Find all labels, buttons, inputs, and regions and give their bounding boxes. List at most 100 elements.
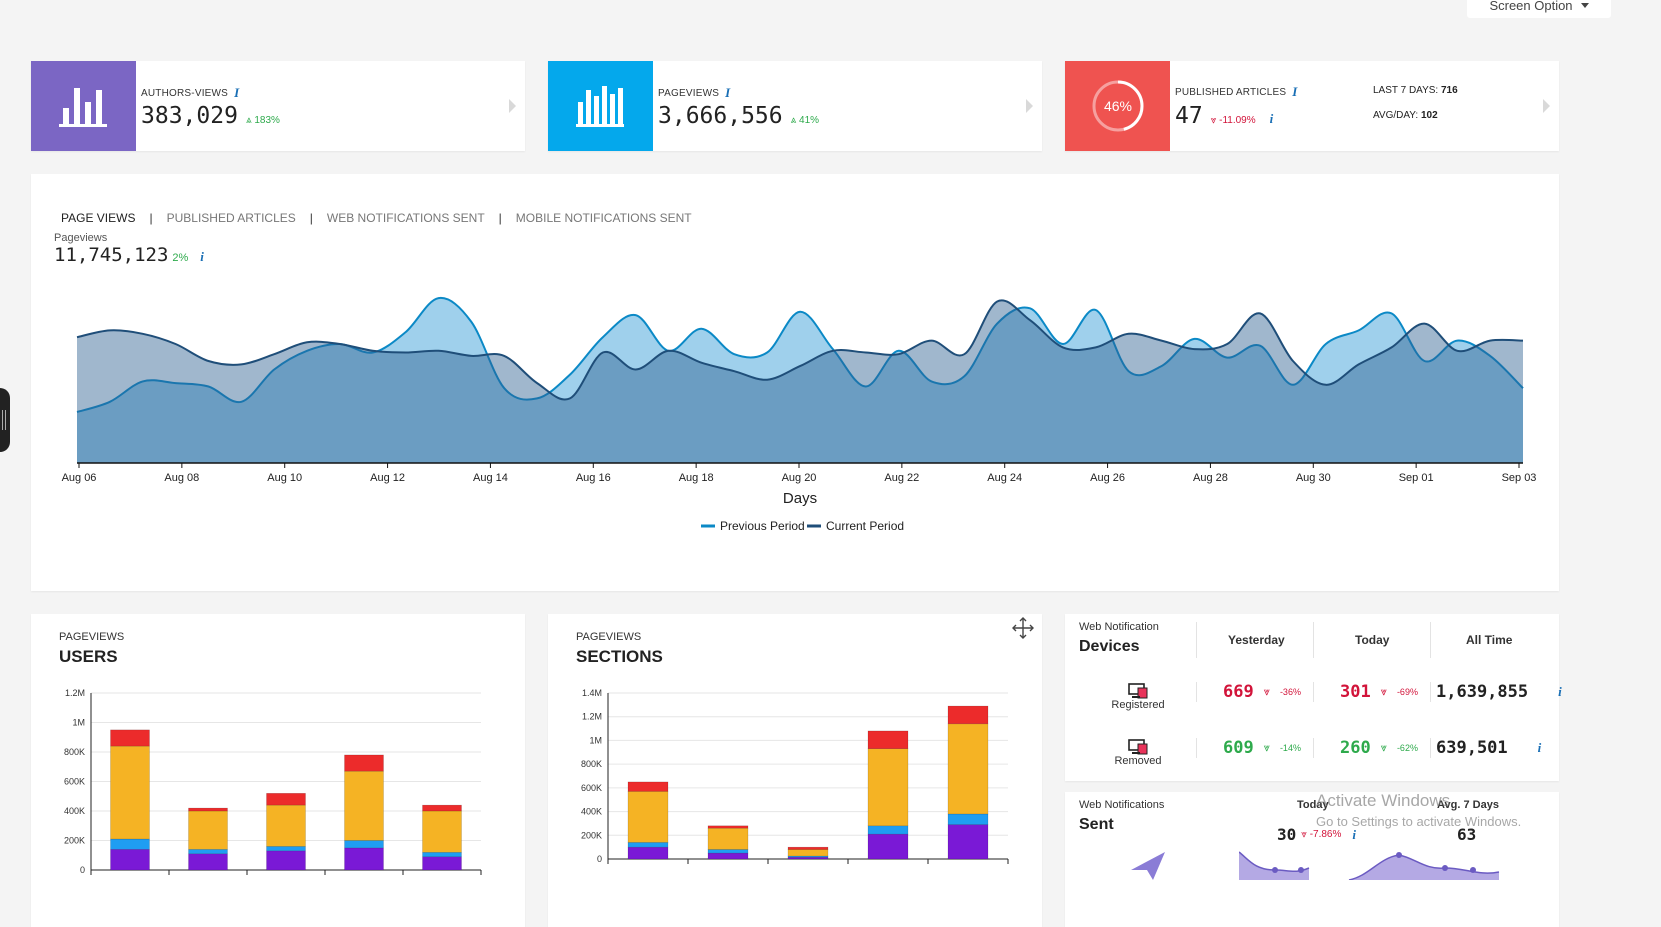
y-tick-label: 1.4M [582, 688, 602, 698]
bar-segment[interactable] [787, 856, 829, 860]
bar-segment[interactable] [947, 824, 989, 860]
chevron-right-icon[interactable] [1543, 99, 1550, 113]
bar-segment[interactable] [707, 849, 749, 854]
pageviews-sections-card: PAGEVIEWS SECTIONS 0 200K 400K 600K 800K 1M 1.… [548, 614, 1042, 927]
stat-value-text: 47 [1175, 103, 1203, 129]
bar-segment[interactable] [627, 781, 669, 792]
info-icon[interactable]: i [1537, 740, 1542, 755]
stat-card-published-articles[interactable]: 46% PUBLISHED ARTICLES i 47 ⩔ -11.09% i … [1065, 61, 1559, 151]
bar-segment[interactable] [707, 825, 749, 829]
area-fill-0 [77, 297, 1523, 463]
bar-segment[interactable] [787, 855, 829, 858]
tab-mobile-notifications[interactable]: MOBILE NOTIFICATIONS SENT [515, 211, 692, 225]
today-label: Today [1297, 799, 1329, 811]
card-title: USERS [59, 647, 118, 666]
yesterday-cell: 609 ⩔ -14% [1223, 738, 1301, 758]
chevron-right-icon[interactable] [509, 99, 516, 113]
today-change-text: -7.86% [1309, 829, 1342, 840]
yesterday-value: 609 [1223, 738, 1254, 758]
y-tick-label: 1.2M [582, 712, 602, 722]
bar-segment[interactable] [422, 856, 462, 871]
info-icon[interactable]: i [1292, 84, 1298, 99]
bar-segment[interactable] [188, 810, 228, 850]
bar-segment[interactable] [266, 793, 306, 806]
bar-segment[interactable] [947, 723, 989, 815]
screen-option-button[interactable]: Screen Option [1467, 0, 1611, 18]
bar-segment[interactable] [787, 849, 829, 857]
pageviews-area-chart: Aug 06 Aug 08 Aug 10 Aug 12 Aug 14 Aug 16 Aug … [62, 297, 1536, 533]
bar-segment[interactable] [266, 846, 306, 852]
bar-segment[interactable] [867, 748, 909, 827]
divider [1430, 738, 1431, 758]
x-tick-label: Aug 06 [62, 472, 97, 484]
tab-web-notifications[interactable]: WEB NOTIFICATIONS SENT [326, 211, 485, 225]
bar-segment[interactable] [787, 846, 829, 850]
legend-item[interactable]: Previous Period [720, 519, 805, 533]
bar-segment[interactable] [947, 813, 989, 825]
y-tick-label: 800K [581, 759, 602, 769]
bar-segment[interactable] [627, 791, 669, 843]
bar-segment[interactable] [422, 804, 462, 812]
paper-plane-icon [1131, 852, 1165, 880]
bar-segment[interactable] [110, 745, 150, 840]
bar-segment[interactable] [422, 810, 462, 853]
tab-published-articles[interactable]: PUBLISHED ARTICLES [166, 211, 296, 225]
info-icon[interactable]: i [1269, 111, 1274, 126]
divider [1196, 622, 1197, 658]
avg-value: 102 [1420, 110, 1438, 121]
tab-page-views[interactable]: PAGE VIEWS [61, 211, 136, 225]
bar-segment[interactable] [110, 849, 150, 871]
info-icon[interactable]: i [725, 85, 731, 100]
today-change: -69% [1396, 687, 1418, 697]
side-handle[interactable] [0, 388, 10, 452]
bar-segment[interactable] [422, 852, 462, 857]
avg-stat: AVG/DAY: 102 [1373, 110, 1438, 121]
stat-value: 383,029 ⩓ 183% [141, 103, 280, 129]
bar-segment[interactable] [344, 754, 384, 772]
y-tick-label: 1M [589, 735, 602, 745]
bar-segment[interactable] [627, 846, 669, 860]
stat-card-authors-views[interactable]: AUTHORS-VIEWS i 383,029 ⩓ 183% [31, 61, 525, 151]
bar-segment[interactable] [947, 705, 989, 725]
y-tick-label: 800K [64, 747, 85, 757]
bar-segment[interactable] [266, 850, 306, 871]
bar-chart-icon [575, 86, 624, 127]
bar-segment[interactable] [266, 804, 306, 847]
x-axis-label: Days [783, 490, 817, 507]
stat-card-pageviews[interactable]: PAGEVIEWS i 3,666,556 ⩓ 41% [548, 61, 1042, 151]
bar-segment[interactable] [110, 729, 150, 747]
info-icon[interactable]: i [200, 249, 204, 264]
bar-segment[interactable] [707, 852, 749, 860]
bar-segment[interactable] [344, 770, 384, 841]
info-icon[interactable]: i [1352, 826, 1356, 842]
stat-icon-box: 46% [1065, 61, 1170, 151]
avg-value: 63 [1457, 825, 1477, 844]
bar-segment[interactable] [344, 840, 384, 849]
card-label: Web Notifications [1079, 799, 1165, 811]
yesterday-change: -14% [1279, 743, 1301, 753]
bar-segment[interactable] [707, 827, 749, 850]
info-icon[interactable]: i [234, 85, 240, 100]
chevron-right-icon[interactable] [1026, 99, 1033, 113]
bar-segment[interactable] [867, 833, 909, 860]
bar-segment[interactable] [188, 853, 228, 871]
bar-segment[interactable] [188, 849, 228, 855]
bar-segment[interactable] [110, 838, 150, 850]
divider [1313, 682, 1314, 702]
info-icon[interactable]: i [1558, 684, 1562, 699]
legend-item[interactable]: Current Period [826, 519, 904, 533]
bar-segment[interactable] [344, 847, 384, 871]
bar-segment[interactable] [627, 842, 669, 848]
bar-segment[interactable] [188, 807, 228, 812]
monitor-icon [1128, 683, 1148, 699]
pageviews-users-card: PAGEVIEWS USERS 0 200K 400K 600K 800K 1M 1.2M [31, 614, 525, 927]
all-time-value: 1,639,855 [1436, 682, 1529, 702]
row-label: Removed [1114, 755, 1162, 767]
bar-segment[interactable] [867, 730, 909, 749]
x-tick-label: Aug 12 [370, 472, 405, 484]
stat-change-text: 41% [799, 115, 820, 126]
stat-label: AUTHORS-VIEWS i [141, 85, 239, 101]
y-tick-label: 1.2M [65, 688, 85, 698]
move-icon[interactable] [1011, 616, 1035, 640]
bar-segment[interactable] [867, 825, 909, 835]
